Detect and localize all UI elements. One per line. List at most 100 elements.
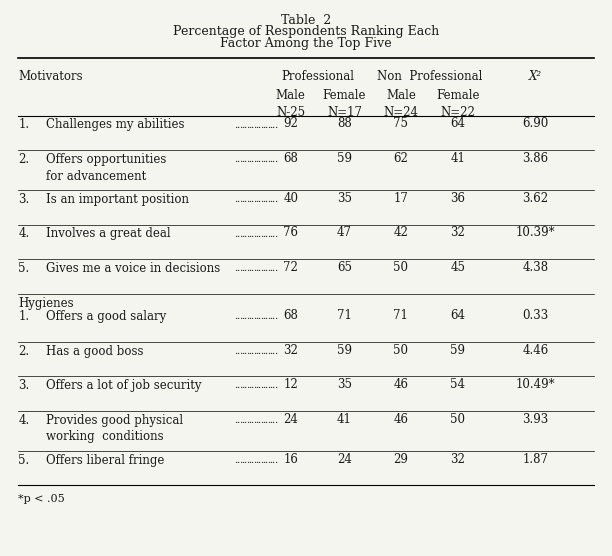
Text: 10.49*: 10.49*: [516, 378, 555, 391]
Text: .: .: [258, 416, 261, 425]
Text: 72: 72: [283, 261, 298, 274]
Text: .: .: [236, 347, 239, 356]
Text: 3.93: 3.93: [523, 413, 548, 426]
Text: .: .: [262, 347, 266, 356]
Text: .: .: [239, 155, 242, 164]
Text: .: .: [236, 230, 239, 239]
Text: 5.: 5.: [18, 262, 29, 275]
Text: .: .: [241, 416, 244, 425]
Text: 71: 71: [394, 309, 408, 322]
Text: .: .: [241, 381, 244, 390]
Text: 42: 42: [394, 226, 408, 240]
Text: .: .: [253, 264, 256, 273]
Text: 4.: 4.: [18, 227, 29, 240]
Text: 62: 62: [394, 152, 408, 165]
Text: .: .: [269, 121, 272, 130]
Text: .: .: [262, 155, 266, 164]
Text: .: .: [255, 230, 258, 239]
Text: .: .: [239, 381, 242, 390]
Text: .: .: [258, 456, 261, 465]
Text: .: .: [259, 264, 263, 273]
Text: .: .: [239, 195, 242, 204]
Text: working  conditions: working conditions: [46, 430, 163, 443]
Text: .: .: [241, 347, 244, 356]
Text: .: .: [255, 121, 258, 130]
Text: .: .: [245, 381, 249, 390]
Text: .: .: [245, 347, 249, 356]
Text: .: .: [269, 264, 272, 273]
Text: .: .: [259, 230, 263, 239]
Text: .: .: [253, 456, 256, 465]
Text: Offers a lot of job security: Offers a lot of job security: [46, 379, 201, 392]
Text: 40: 40: [283, 192, 298, 205]
Text: .: .: [250, 264, 253, 273]
Text: 17: 17: [394, 192, 408, 205]
Text: .: .: [241, 312, 244, 321]
Text: .: .: [253, 347, 256, 356]
Text: .: .: [272, 264, 275, 273]
Text: .: .: [250, 312, 253, 321]
Text: 59: 59: [450, 344, 465, 357]
Text: .: .: [255, 155, 258, 164]
Text: Offers a good salary: Offers a good salary: [46, 310, 166, 323]
Text: 29: 29: [394, 453, 408, 466]
Text: .: .: [267, 381, 270, 390]
Text: 6.90: 6.90: [523, 117, 548, 131]
Text: 1.: 1.: [18, 118, 29, 131]
Text: 68: 68: [283, 152, 298, 165]
Text: .: .: [264, 416, 267, 425]
Text: .: .: [241, 264, 244, 273]
Text: .: .: [234, 155, 237, 164]
Text: .: .: [248, 416, 252, 425]
Text: for advancement: for advancement: [46, 170, 146, 182]
Text: .: .: [245, 264, 249, 273]
Text: .: .: [239, 347, 242, 356]
Text: .: .: [250, 456, 253, 465]
Text: 35: 35: [337, 378, 352, 391]
Text: .: .: [234, 121, 237, 130]
Text: Motivators: Motivators: [18, 70, 83, 82]
Text: 50: 50: [394, 344, 408, 357]
Text: .: .: [255, 264, 258, 273]
Text: .: .: [258, 312, 261, 321]
Text: Male: Male: [386, 89, 416, 102]
Text: .: .: [253, 381, 256, 390]
Text: .: .: [234, 416, 237, 425]
Text: 24: 24: [283, 413, 298, 426]
Text: 4.38: 4.38: [523, 261, 548, 274]
Text: .: .: [272, 230, 275, 239]
Text: .: .: [267, 121, 270, 130]
Text: Factor Among the Top Five: Factor Among the Top Five: [220, 37, 392, 50]
Text: .: .: [264, 456, 267, 465]
Text: .: .: [269, 155, 272, 164]
Text: Gives me a voice in decisions: Gives me a voice in decisions: [46, 262, 220, 275]
Text: .: .: [241, 121, 244, 130]
Text: .: .: [239, 416, 242, 425]
Text: .: .: [259, 456, 263, 465]
Text: 3.86: 3.86: [523, 152, 548, 165]
Text: .: .: [244, 155, 247, 164]
Text: .: .: [259, 416, 263, 425]
Text: .: .: [250, 195, 253, 204]
Text: 3.62: 3.62: [523, 192, 548, 205]
Text: 4.: 4.: [18, 414, 29, 426]
Text: .: .: [264, 312, 267, 321]
Text: .: .: [264, 264, 267, 273]
Text: 12: 12: [283, 378, 298, 391]
Text: .: .: [264, 195, 267, 204]
Text: .: .: [274, 230, 277, 239]
Text: .: .: [234, 456, 237, 465]
Text: Male: Male: [276, 89, 305, 102]
Text: .: .: [262, 264, 266, 273]
Text: .: .: [239, 264, 242, 273]
Text: .: .: [262, 121, 266, 130]
Text: .: .: [262, 416, 266, 425]
Text: .: .: [255, 381, 258, 390]
Text: .: .: [248, 121, 252, 130]
Text: Female: Female: [323, 89, 367, 102]
Text: .: .: [244, 456, 247, 465]
Text: .: .: [234, 347, 237, 356]
Text: 54: 54: [450, 378, 465, 391]
Text: .: .: [259, 195, 263, 204]
Text: .: .: [244, 230, 247, 239]
